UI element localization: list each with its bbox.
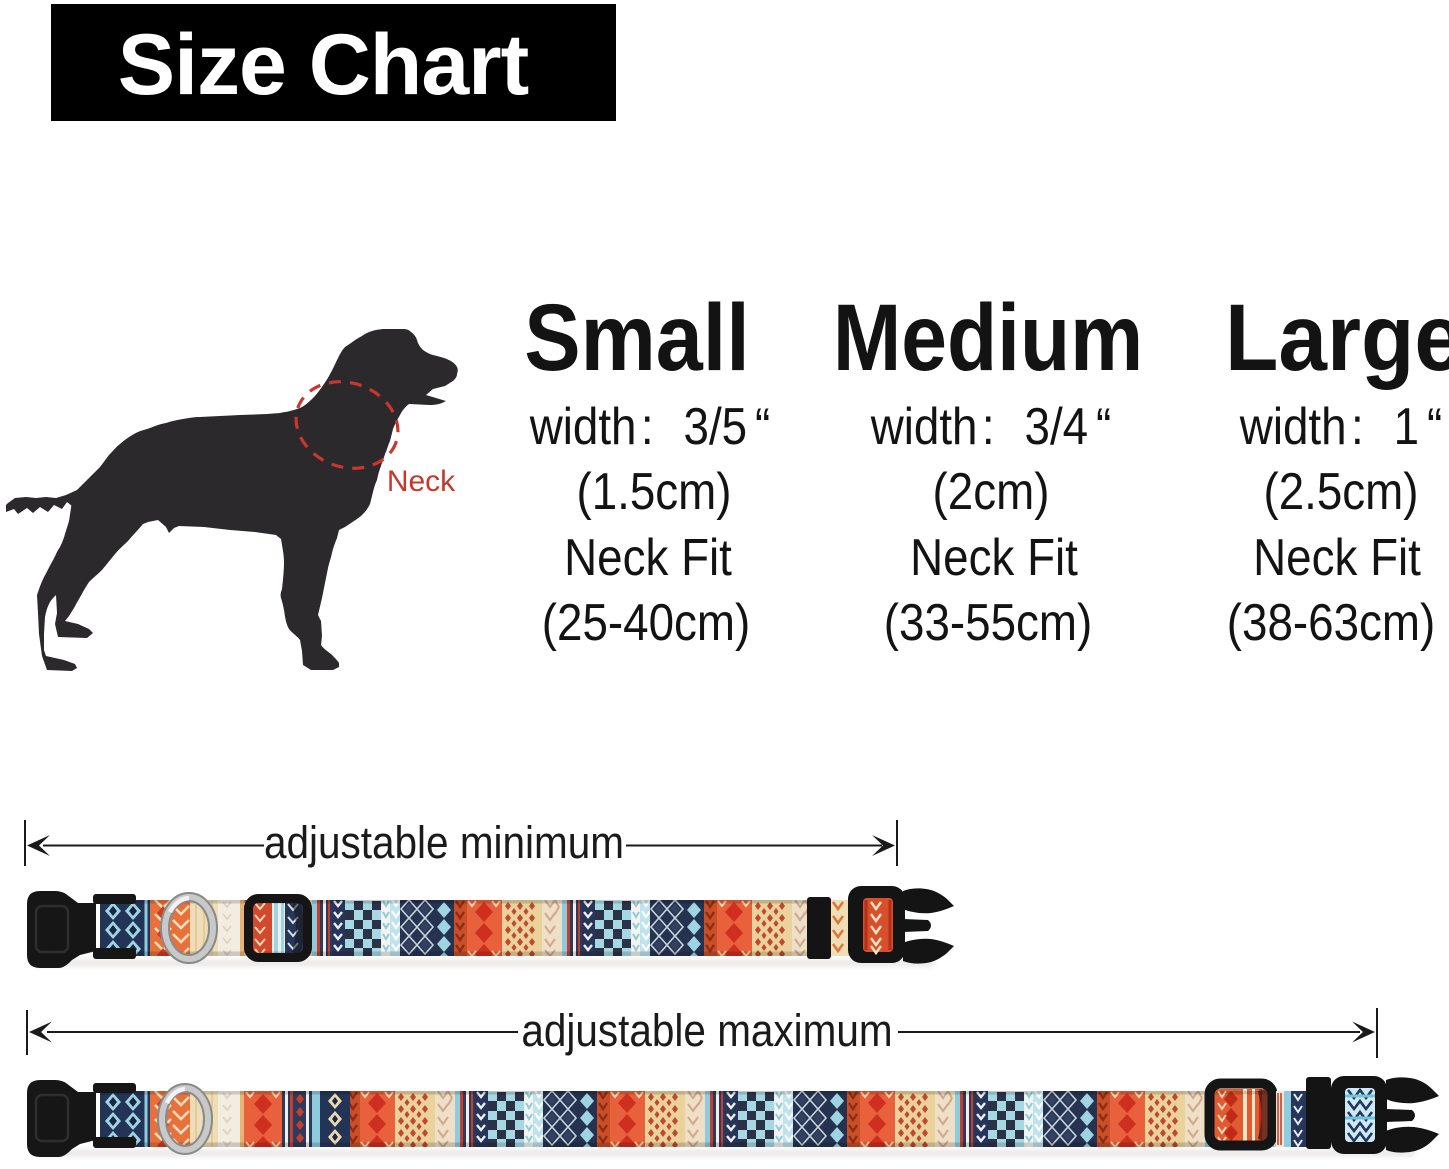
svg-text:adjustable maximum: adjustable maximum bbox=[521, 1006, 892, 1056]
svg-text:Neck Fit: Neck Fit bbox=[564, 529, 732, 586]
svg-text:(25-40cm): (25-40cm) bbox=[542, 594, 750, 651]
svg-text:width:3/5“: width: 3/5 “ bbox=[529, 398, 771, 455]
svg-text:(2cm): (2cm) bbox=[933, 463, 1050, 520]
svg-text:Neck Fit: Neck Fit bbox=[1253, 529, 1421, 586]
svg-text:Neck Fit: Neck Fit bbox=[910, 529, 1078, 586]
svg-text:(2.5cm): (2.5cm) bbox=[1263, 463, 1418, 520]
svg-text:(1.5cm): (1.5cm) bbox=[576, 463, 731, 520]
svg-text:(38-63cm): (38-63cm) bbox=[1227, 594, 1435, 651]
svg-text:(33-55cm): (33-55cm) bbox=[884, 594, 1092, 651]
svg-text:width:3/4“: width: 3/4 “ bbox=[870, 398, 1112, 455]
svg-text:Medium: Medium bbox=[833, 284, 1143, 390]
svg-text:Large: Large bbox=[1225, 285, 1449, 391]
svg-text:Small: Small bbox=[524, 285, 750, 391]
svg-text:adjustable minimum: adjustable minimum bbox=[264, 818, 624, 868]
svg-text:width:1“: width: 1 “ bbox=[1239, 398, 1442, 455]
svg-text:Neck: Neck bbox=[387, 465, 456, 498]
svg-text:Size Chart: Size Chart bbox=[118, 17, 529, 113]
